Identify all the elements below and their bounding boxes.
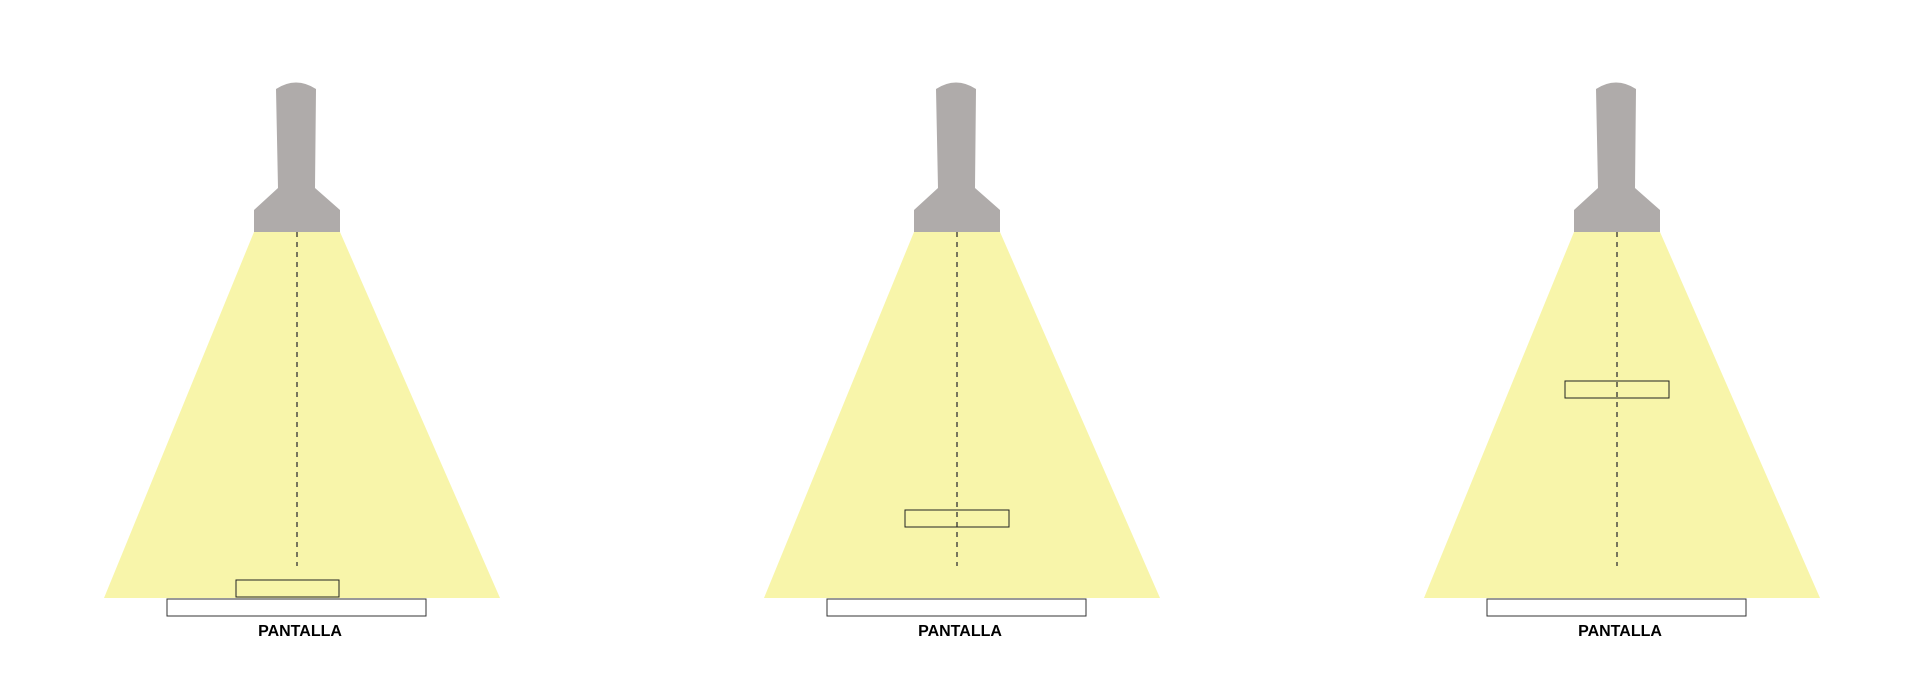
screen-rectangle [826,598,1087,617]
light-beam [764,232,1160,598]
object-rectangle [1564,380,1670,399]
object-rectangle [904,509,1010,528]
lamp-icon [1574,82,1660,232]
lamp-icon [914,82,1000,232]
panel-drawing [764,82,1160,617]
light-beam [1424,232,1820,598]
lamp-icon [254,82,340,232]
light-beam [104,232,500,598]
screen-label: PANTALLA [1578,623,1662,640]
object-rectangle [235,579,340,598]
screen-rectangle [166,598,427,617]
screen-label: PANTALLA [258,623,342,640]
screen-rectangle [1486,598,1747,617]
panel-drawing [1424,82,1820,617]
panel-object-near-screen: PANTALLA [660,0,1300,700]
panel-object-at-screen: PANTALLA [0,0,640,700]
panel-object-near-lamp: PANTALLA [1320,0,1920,700]
screen-label: PANTALLA [918,623,1002,640]
panel-drawing [104,82,500,617]
